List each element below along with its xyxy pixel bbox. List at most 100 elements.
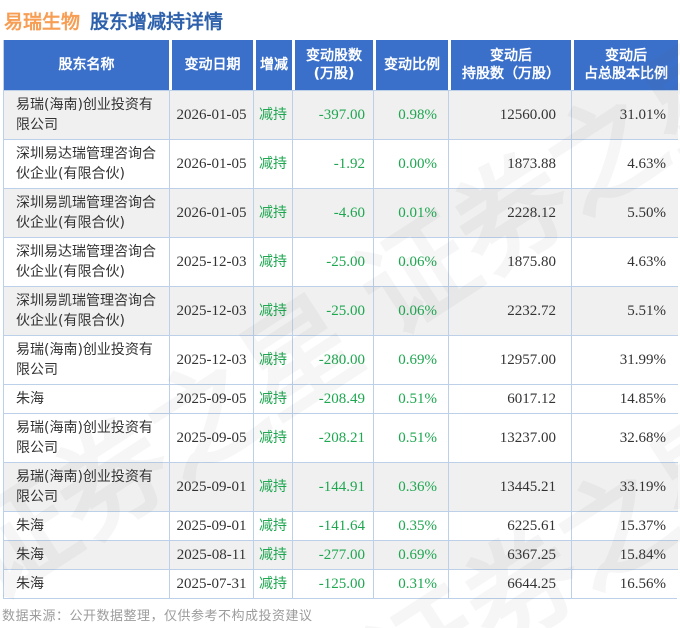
cell-post-shares: 1875.80 (448, 237, 571, 286)
cell-date: 2025-09-01 (169, 511, 253, 540)
cell-post-ratio: 4.63% (571, 139, 678, 188)
cell-name: 深圳易达瑞管理咨询合伙企业(有限合伙) (4, 237, 169, 286)
cell-post-ratio: 5.50% (571, 188, 678, 237)
cell-post-shares: 1873.88 (448, 139, 571, 188)
cell-change-shares: -125.00 (292, 569, 373, 598)
data-source-note: 数据来源：公开数据整理，仅供参考不构成投资建议 (2, 609, 313, 624)
cell-name: 深圳易达瑞管理咨询合伙企业(有限合伙) (4, 139, 169, 188)
column-header-post_ratio: 变动后 占总股本比例 (571, 40, 678, 90)
cell-name: 易瑞(海南)创业投资有限公司 (4, 90, 169, 139)
cell-post-ratio: 33.19% (571, 462, 678, 511)
cell-name: 易瑞(海南)创业投资有限公司 (4, 413, 169, 462)
table-row: 易瑞(海南)创业投资有限公司 2025-09-05 减持 -208.21 0.51% 13… (4, 413, 678, 462)
table-row: 深圳易凯瑞管理咨询合伙企业(有限合伙) 2026-01-05 减持 -4.60 0.01… (4, 188, 678, 237)
cell-name: 易瑞(海南)创业投资有限公司 (4, 462, 169, 511)
cell-post-shares: 6644.25 (448, 569, 571, 598)
cell-change-shares: -144.91 (292, 462, 373, 511)
cell-change-shares: -208.49 (292, 384, 373, 413)
cell-post-shares: 13445.21 (448, 462, 571, 511)
cell-change-shares: -4.60 (292, 188, 373, 237)
cell-post-ratio: 4.63% (571, 237, 678, 286)
cell-direction: 减持 (253, 286, 292, 335)
cell-name: 朱海 (4, 384, 169, 413)
cell-date: 2025-07-31 (169, 569, 253, 598)
cell-direction: 减持 (253, 569, 292, 598)
table-row: 易瑞(海南)创业投资有限公司 2025-12-03 减持 -280.00 0.69% 12… (4, 335, 678, 384)
table-row: 深圳易达瑞管理咨询合伙企业(有限合伙) 2025-12-03 减持 -25.00 0.0… (4, 237, 678, 286)
table-body: 易瑞(海南)创业投资有限公司 2026-01-05 减持 -397.00 0.98% 12… (4, 90, 678, 598)
cell-post-ratio: 31.01% (571, 90, 678, 139)
cell-change-ratio: 0.35% (373, 511, 448, 540)
cell-post-shares: 2228.12 (448, 188, 571, 237)
table-row: 深圳易凯瑞管理咨询合伙企业(有限合伙) 2025-12-03 减持 -25.00 0.0… (4, 286, 678, 335)
cell-post-ratio: 14.85% (571, 384, 678, 413)
cell-date: 2026-01-05 (169, 139, 253, 188)
cell-date: 2025-12-03 (169, 286, 253, 335)
column-header-direction: 增减 (253, 40, 292, 90)
shareholder-changes-table: 股东名称 变动日期 增减 变动股数 (万股) 变动比例 变动后 持股数（万股） 变动后 占总… (3, 40, 678, 599)
cell-date: 2025-08-11 (169, 540, 253, 569)
cell-direction: 减持 (253, 335, 292, 384)
table-header-row: 股东名称 变动日期 增减 变动股数 (万股) 变动比例 变动后 持股数（万股） 变动后 占总… (4, 40, 678, 90)
column-header-post_shares: 变动后 持股数（万股） (448, 40, 571, 90)
cell-post-shares: 2232.72 (448, 286, 571, 335)
cell-change-ratio: 0.06% (373, 286, 448, 335)
cell-direction: 减持 (253, 237, 292, 286)
cell-post-ratio: 15.84% (571, 540, 678, 569)
cell-date: 2026-01-05 (169, 90, 253, 139)
column-header-date: 变动日期 (169, 40, 253, 90)
cell-change-ratio: 0.06% (373, 237, 448, 286)
cell-post-shares: 12957.00 (448, 335, 571, 384)
page-title: 易瑞生物 股东增减持详情 (4, 7, 223, 34)
cell-direction: 减持 (253, 384, 292, 413)
cell-direction: 减持 (253, 462, 292, 511)
cell-date: 2025-09-05 (169, 413, 253, 462)
column-header-name: 股东名称 (4, 40, 169, 90)
cell-change-shares: -25.00 (292, 286, 373, 335)
cell-change-shares: -397.00 (292, 90, 373, 139)
cell-name: 深圳易凯瑞管理咨询合伙企业(有限合伙) (4, 188, 169, 237)
cell-post-shares: 12560.00 (448, 90, 571, 139)
cell-post-ratio: 32.68% (571, 413, 678, 462)
cell-date: 2025-09-05 (169, 384, 253, 413)
table-row: 朱海 2025-09-01 减持 -141.64 0.35% 6225.61 15.37% (4, 511, 678, 540)
cell-change-shares: -141.64 (292, 511, 373, 540)
cell-change-ratio: 0.51% (373, 384, 448, 413)
cell-change-ratio: 0.31% (373, 569, 448, 598)
cell-name: 朱海 (4, 569, 169, 598)
cell-direction: 减持 (253, 540, 292, 569)
cell-change-shares: -277.00 (292, 540, 373, 569)
cell-direction: 减持 (253, 139, 292, 188)
cell-date: 2025-12-03 (169, 335, 253, 384)
table-row: 易瑞(海南)创业投资有限公司 2025-09-01 减持 -144.91 0.36% 13… (4, 462, 678, 511)
cell-post-ratio: 15.37% (571, 511, 678, 540)
table-row: 朱海 2025-08-11 减持 -277.00 0.69% 6367.25 15.84% (4, 540, 678, 569)
cell-change-ratio: 0.01% (373, 188, 448, 237)
cell-post-ratio: 16.56% (571, 569, 678, 598)
stock-name: 易瑞生物 (4, 11, 81, 33)
cell-change-shares: -280.00 (292, 335, 373, 384)
cell-post-ratio: 31.99% (571, 335, 678, 384)
cell-change-ratio: 0.51% (373, 413, 448, 462)
cell-post-shares: 6017.12 (448, 384, 571, 413)
cell-post-shares: 6367.25 (448, 540, 571, 569)
cell-change-ratio: 0.98% (373, 90, 448, 139)
table-row: 朱海 2025-07-31 减持 -125.00 0.31% 6644.25 16.56% (4, 569, 678, 598)
column-header-change_shares: 变动股数 (万股) (292, 40, 373, 90)
cell-change-ratio: 0.69% (373, 335, 448, 384)
report-title: 股东增减持详情 (90, 11, 224, 33)
cell-post-ratio: 5.51% (571, 286, 678, 335)
cell-name: 朱海 (4, 540, 169, 569)
cell-change-ratio: 0.69% (373, 540, 448, 569)
table-row: 朱海 2025-09-05 减持 -208.49 0.51% 6017.12 14.85% (4, 384, 678, 413)
table-row: 深圳易达瑞管理咨询合伙企业(有限合伙) 2026-01-05 减持 -1.92 0.00… (4, 139, 678, 188)
cell-direction: 减持 (253, 90, 292, 139)
cell-direction: 减持 (253, 188, 292, 237)
cell-change-shares: -25.00 (292, 237, 373, 286)
cell-change-shares: -1.92 (292, 139, 373, 188)
cell-post-shares: 13237.00 (448, 413, 571, 462)
cell-change-ratio: 0.00% (373, 139, 448, 188)
cell-direction: 减持 (253, 413, 292, 462)
column-header-change_ratio: 变动比例 (373, 40, 448, 90)
cell-change-ratio: 0.36% (373, 462, 448, 511)
